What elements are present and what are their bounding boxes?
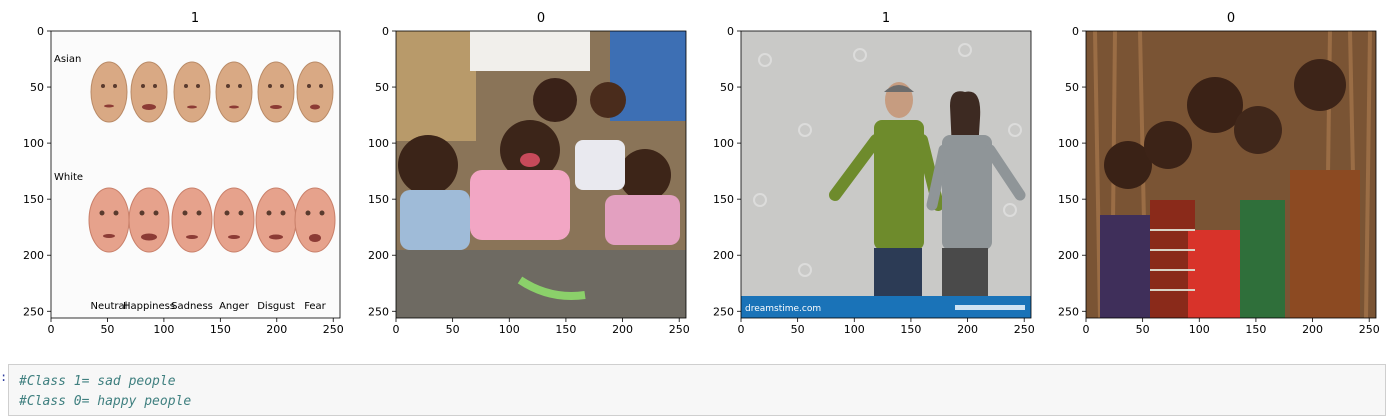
x-tick-label: 50 <box>1136 323 1150 336</box>
y-tick-label: 100 <box>368 137 389 150</box>
x-tick-label: 50 <box>446 323 460 336</box>
panel-4-image <box>1086 31 1376 318</box>
panel-3: 1 dreamstime.com <box>741 11 1031 318</box>
panel-2-title: 0 <box>537 11 545 26</box>
x-tick-label: 200 <box>957 323 978 336</box>
x-tick-label: 150 <box>1245 323 1266 336</box>
axes-frame <box>50 30 341 319</box>
y-tick-label: 100 <box>1058 137 1079 150</box>
x-tick-label: 50 <box>791 323 805 336</box>
y-tick-label: 200 <box>1058 249 1079 262</box>
x-tick-label: 150 <box>210 323 231 336</box>
face-row-label: Asian <box>54 54 81 65</box>
x-tick-label: 0 <box>1083 323 1090 336</box>
face-column-label: Disgust <box>257 301 295 312</box>
panel-2-image <box>396 31 686 318</box>
x-tick-label: 200 <box>612 323 633 336</box>
photo-watermark: dreamstime.com <box>745 304 821 314</box>
y-tick-label: 150 <box>713 193 734 206</box>
panel-4-title: 0 <box>1227 11 1235 26</box>
x-tick-label: 250 <box>1014 323 1035 336</box>
face-row-label: White <box>54 172 83 183</box>
y-tick-label: 200 <box>23 249 44 262</box>
panel-3-image: dreamstime.com <box>741 31 1031 318</box>
photo-watermark-id <box>955 305 1025 310</box>
x-tick-label: 150 <box>900 323 921 336</box>
y-tick-label: 50 <box>1065 81 1079 94</box>
cell-prompt: : <box>0 370 8 384</box>
panel-1-image: Asian White Neutral Happiness Sadness An… <box>51 31 340 318</box>
x-tick-label: 0 <box>48 323 55 336</box>
y-tick-label: 0 <box>37 25 44 38</box>
y-tick-label: 200 <box>368 249 389 262</box>
panel-3-title: 1 <box>882 11 890 26</box>
x-tick-label: 100 <box>499 323 520 336</box>
face-column-label: Anger <box>219 301 250 312</box>
y-tick-label: 50 <box>375 81 389 94</box>
face-column-label: Fear <box>304 301 326 312</box>
code-cell[interactable]: : #Class 1= sad people #Class 0= happy p… <box>0 362 1390 420</box>
y-tick-label: 50 <box>720 81 734 94</box>
x-tick-label: 50 <box>100 323 114 336</box>
x-tick-label: 200 <box>1302 323 1323 336</box>
y-tick-label: 100 <box>713 137 734 150</box>
x-tick-label: 100 <box>1189 323 1210 336</box>
face-column-label: Happiness <box>123 301 175 312</box>
y-tick-label: 0 <box>1072 25 1079 38</box>
y-tick-label: 250 <box>713 305 734 318</box>
panel-4: 0 <box>1086 11 1376 318</box>
panel-2: 0 <box>396 11 686 318</box>
code-comment-line: #Class 0= happy people <box>19 394 192 409</box>
y-tick-label: 0 <box>727 25 734 38</box>
x-tick-label: 0 <box>738 323 745 336</box>
code-comment-line: #Class 1= sad people <box>19 374 176 389</box>
x-tick-label: 100 <box>153 323 174 336</box>
y-tick-label: 150 <box>23 193 44 206</box>
x-tick-label: 250 <box>669 323 690 336</box>
axes-layer: 0 50 100 150 200 250 0 50 100 150 200 250 0 50 100 150 2… <box>23 25 1380 336</box>
face-column-label: Sadness <box>171 301 213 312</box>
panel-1-title: 1 <box>191 11 199 26</box>
x-tick-label: 250 <box>1359 323 1380 336</box>
face-column-label: Neutral <box>91 301 128 312</box>
x-tick-label: 0 <box>393 323 400 336</box>
x-tick-label: 200 <box>266 323 287 336</box>
y-tick-label: 250 <box>23 305 44 318</box>
axes-frame <box>740 30 1032 319</box>
y-tick-label: 50 <box>30 81 44 94</box>
x-tick-label: 100 <box>844 323 865 336</box>
panel-1: 1 <box>51 11 340 318</box>
x-tick-label: 150 <box>555 323 576 336</box>
x-tick-label: 250 <box>323 323 344 336</box>
axes-frame <box>1085 30 1377 319</box>
code-cell-input[interactable]: #Class 1= sad people #Class 0= happy peo… <box>8 364 1386 416</box>
y-tick-label: 0 <box>382 25 389 38</box>
y-tick-label: 150 <box>368 193 389 206</box>
y-tick-label: 100 <box>23 137 44 150</box>
image-grid-figure: 1 <box>23 11 1380 336</box>
y-tick-label: 250 <box>368 305 389 318</box>
y-tick-label: 200 <box>713 249 734 262</box>
y-tick-label: 150 <box>1058 193 1079 206</box>
y-tick-label: 250 <box>1058 305 1079 318</box>
axes-frame <box>395 30 687 319</box>
